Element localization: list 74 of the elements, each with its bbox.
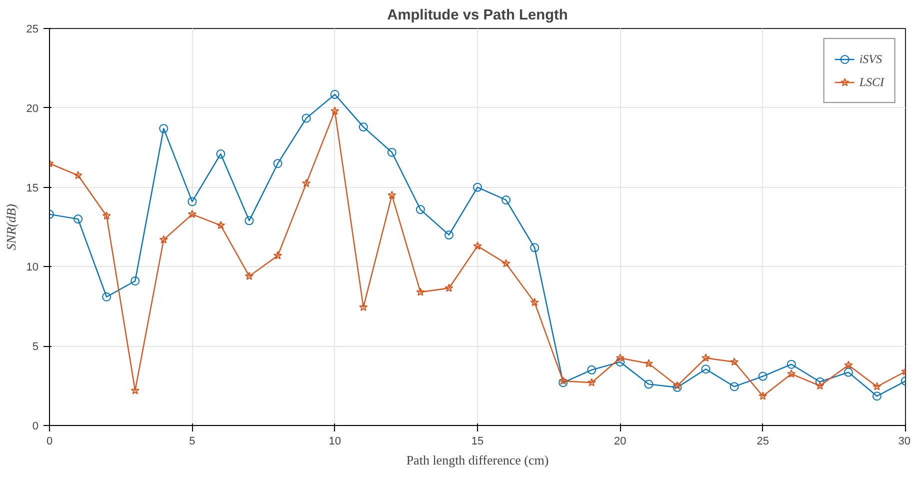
point: [188, 197, 197, 206]
point: [216, 220, 226, 230]
point: [815, 377, 824, 386]
point: [388, 190, 396, 199]
x-tick-label: 0: [46, 436, 53, 448]
legend-label: LSCI: [859, 74, 884, 90]
x-tick-label: 10: [328, 436, 341, 448]
point: [844, 360, 853, 369]
point: [273, 251, 282, 260]
y-axis-title: SNR(dB): [3, 204, 18, 250]
point: [587, 378, 596, 386]
point: [273, 158, 282, 168]
point: [159, 235, 168, 244]
y-tick-label: 20: [26, 102, 39, 115]
point: [502, 196, 511, 204]
point: [359, 302, 368, 311]
point: [302, 114, 311, 123]
point: [244, 216, 254, 226]
point: [74, 170, 82, 180]
point: [473, 182, 482, 192]
chart-title: Amplitude vs Path Length: [387, 8, 568, 24]
point: [558, 376, 568, 385]
point: [102, 292, 112, 302]
point: [644, 380, 654, 389]
x-tick-label: 30: [898, 436, 911, 448]
point: [74, 214, 83, 224]
point: [130, 276, 140, 286]
point: [587, 365, 596, 374]
point: [701, 354, 710, 362]
point: [758, 392, 768, 400]
point: [816, 381, 824, 390]
point: [872, 392, 882, 401]
point: [730, 382, 739, 392]
point: [444, 230, 454, 240]
legend-label: iSVS: [859, 52, 882, 66]
point: [416, 205, 425, 214]
point: [530, 243, 540, 252]
x-tick-label: 20: [614, 436, 626, 448]
x-tick-label: 25: [756, 436, 769, 448]
point: [358, 122, 368, 132]
point: [844, 368, 853, 377]
point: [616, 354, 624, 362]
y-tick-label: 25: [26, 24, 39, 36]
point: [473, 242, 482, 250]
point: [787, 369, 796, 378]
point: [216, 149, 226, 158]
point: [416, 288, 425, 296]
point: [872, 382, 882, 390]
y-tick-label: 15: [26, 182, 39, 194]
x-tick-label: 5: [189, 436, 196, 448]
point: [244, 272, 254, 280]
point: [558, 378, 568, 388]
x-axis-title: Path length difference (cm): [406, 452, 549, 468]
point: [644, 359, 654, 368]
point: [758, 372, 768, 381]
point: [444, 284, 454, 292]
point: [159, 124, 168, 134]
point: [730, 357, 739, 366]
point: [330, 90, 340, 99]
point: [302, 178, 311, 188]
point: [102, 211, 111, 220]
y-tick-label: 0: [32, 420, 39, 432]
point: [530, 298, 539, 306]
point: [786, 360, 796, 369]
y-tick-label: 5: [32, 341, 39, 354]
point: [188, 210, 196, 218]
point: [701, 364, 710, 374]
point: [616, 357, 625, 366]
x-tick-label: 15: [471, 436, 484, 448]
point: [387, 148, 396, 157]
point: [502, 259, 510, 268]
point: [130, 386, 140, 394]
point: [330, 106, 340, 115]
y-tick-label: 10: [26, 262, 39, 274]
